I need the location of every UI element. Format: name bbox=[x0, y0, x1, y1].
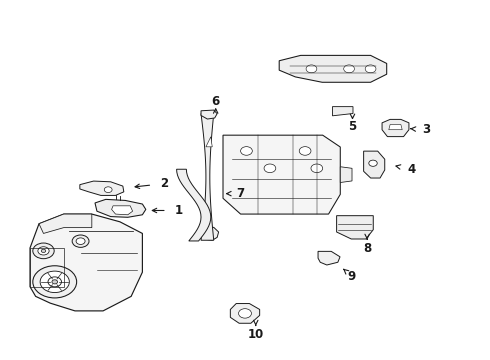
Circle shape bbox=[311, 164, 323, 172]
Circle shape bbox=[104, 187, 112, 193]
Polygon shape bbox=[279, 55, 387, 82]
Circle shape bbox=[48, 277, 61, 287]
Polygon shape bbox=[364, 151, 385, 178]
Polygon shape bbox=[201, 227, 219, 240]
Polygon shape bbox=[337, 216, 373, 239]
Text: 1: 1 bbox=[175, 204, 183, 217]
Text: 8: 8 bbox=[363, 242, 371, 255]
Text: 5: 5 bbox=[348, 120, 357, 133]
Text: 10: 10 bbox=[247, 328, 264, 341]
Circle shape bbox=[40, 271, 70, 293]
Polygon shape bbox=[112, 206, 133, 215]
Circle shape bbox=[33, 243, 54, 259]
Polygon shape bbox=[223, 135, 340, 214]
Text: 9: 9 bbox=[347, 270, 356, 283]
Polygon shape bbox=[382, 120, 409, 136]
Polygon shape bbox=[80, 181, 124, 195]
Polygon shape bbox=[176, 169, 211, 241]
Text: 6: 6 bbox=[212, 95, 220, 108]
Circle shape bbox=[72, 235, 89, 247]
Circle shape bbox=[76, 238, 85, 244]
Circle shape bbox=[365, 65, 376, 73]
Text: 4: 4 bbox=[407, 163, 415, 176]
Polygon shape bbox=[39, 214, 92, 233]
Polygon shape bbox=[389, 125, 402, 130]
Polygon shape bbox=[332, 107, 353, 116]
Circle shape bbox=[369, 160, 377, 166]
Circle shape bbox=[241, 147, 252, 155]
Polygon shape bbox=[201, 110, 217, 119]
Circle shape bbox=[38, 247, 49, 255]
Polygon shape bbox=[318, 251, 340, 265]
Polygon shape bbox=[30, 214, 143, 311]
Polygon shape bbox=[201, 114, 214, 240]
Circle shape bbox=[299, 147, 311, 155]
Text: 2: 2 bbox=[160, 177, 169, 190]
Circle shape bbox=[33, 266, 76, 298]
Polygon shape bbox=[340, 167, 352, 183]
Circle shape bbox=[41, 249, 46, 252]
Text: 3: 3 bbox=[422, 123, 430, 136]
Circle shape bbox=[52, 280, 57, 284]
Polygon shape bbox=[230, 303, 260, 323]
Circle shape bbox=[264, 164, 276, 172]
Circle shape bbox=[343, 65, 354, 73]
Polygon shape bbox=[206, 137, 212, 147]
Polygon shape bbox=[95, 199, 146, 217]
Text: 7: 7 bbox=[236, 187, 244, 200]
Circle shape bbox=[239, 309, 251, 318]
Circle shape bbox=[306, 65, 317, 73]
